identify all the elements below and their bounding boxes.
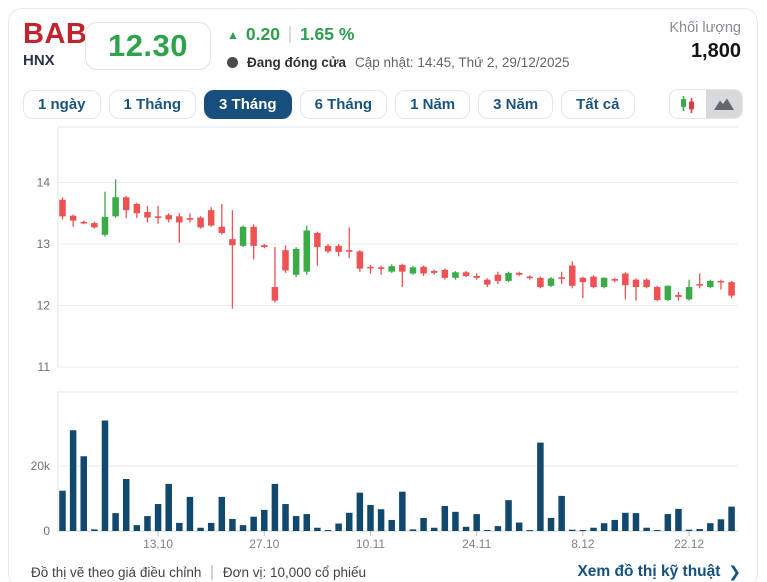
chevron-right-icon: ❯ [728, 564, 741, 581]
ticker-symbol: BAB [23, 18, 88, 50]
range-button-2[interactable]: 1 Tháng [108, 89, 197, 119]
unit-note: Đơn vị: 10,000 cổ phiếu [222, 564, 367, 580]
candlestick-chart-button[interactable] [670, 90, 706, 118]
chart-footer: Đồ thị vẽ theo giá điều chỉnh Đơn vị: 10… [31, 560, 741, 582]
volume-value: 1,800 [690, 40, 741, 62]
ticker-block: BAB HNX [23, 19, 87, 69]
technical-chart-link[interactable]: Xem đồ thị kỹ thuật ❯ [577, 563, 741, 581]
market-status: Đang đóng cửa [247, 55, 347, 70]
area-chart-button[interactable] [706, 90, 742, 118]
range-button-6[interactable]: 3 Năm [478, 89, 554, 119]
range-button-7[interactable]: Tất cả [561, 89, 635, 119]
price-change: 0.20 [245, 24, 280, 44]
change-row: ▲ 0.20 1.65 % [227, 24, 569, 45]
volume-block: Khối lượng 1,800 [669, 20, 741, 63]
percent-change: 1.65 % [299, 24, 355, 44]
range-button-group: 1 ngày 1 Tháng 3 Tháng 6 Tháng 1 Năm 3 Năm Tất… [23, 89, 643, 119]
status-row: Đang đóng cửa Cập nhật: 14:45, Thứ 2, 29… [227, 55, 569, 70]
up-arrow-icon: ▲ [227, 27, 239, 42]
area-mountain-icon [714, 98, 734, 110]
range-button-5[interactable]: 1 Năm [395, 89, 471, 119]
footer-notes: Đồ thị vẽ theo giá điều chỉnh Đơn vị: 10… [31, 564, 367, 580]
quote-header: BAB HNX 12.30 ▲ 0.20 1.65 % Đang đóng cử… [9, 9, 757, 81]
range-button-4[interactable]: 6 Tháng [299, 89, 388, 119]
volume-label: Khối lượng [669, 20, 741, 36]
chart-type-toggle [669, 89, 743, 119]
chart-toolbar: 1 ngày 1 Tháng 3 Tháng 6 Tháng 1 Năm 3 Năm Tất… [23, 89, 743, 119]
change-divider [288, 26, 291, 43]
range-button-1[interactable]: 1 ngày [23, 89, 101, 119]
last-price: 12.30 [107, 28, 189, 63]
price-note: Đồ thị vẽ theo giá điều chỉnh [31, 564, 202, 580]
stock-quote-card: BAB HNX 12.30 ▲ 0.20 1.65 % Đang đóng cử… [8, 8, 758, 582]
technical-chart-link-label: Xem đồ thị kỹ thuật [577, 563, 721, 580]
market-status-dot-icon [227, 57, 238, 68]
exchange-label: HNX [23, 52, 55, 69]
last-updated: Cập nhật: 14:45, Thứ 2, 29/12/2025 [355, 55, 570, 70]
range-button-3[interactable]: 3 Tháng [204, 89, 292, 119]
candlestick-icon [681, 95, 694, 113]
last-price-box: 12.30 [85, 22, 211, 70]
change-status-block: ▲ 0.20 1.65 % Đang đóng cửa Cập nhật: 14… [227, 24, 569, 70]
note-divider [211, 564, 213, 580]
